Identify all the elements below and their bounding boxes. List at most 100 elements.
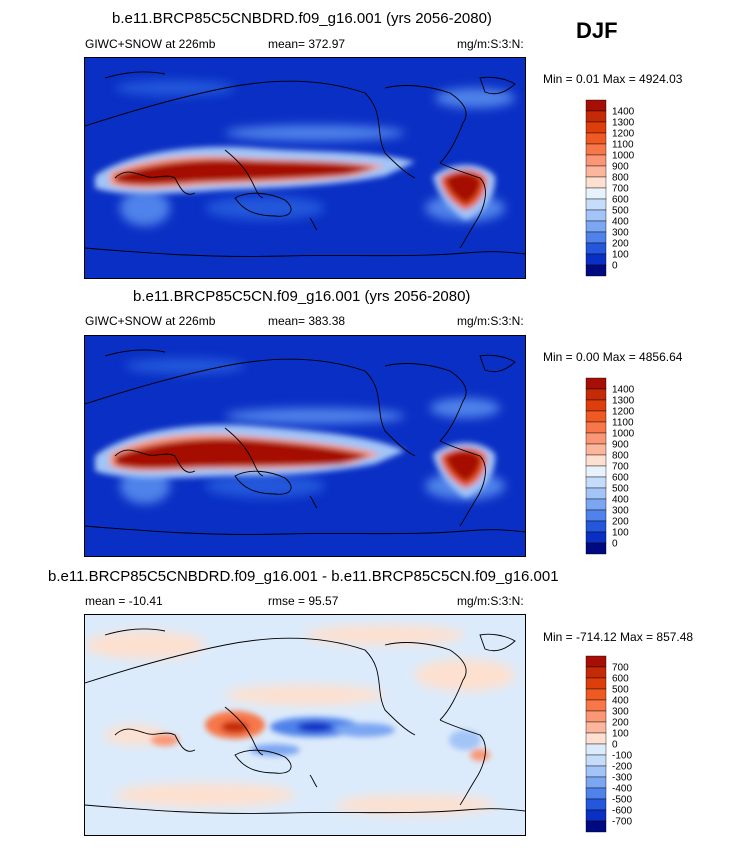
colorbar-tick-label: 500 xyxy=(612,206,629,217)
colorbar-swatch xyxy=(585,754,607,767)
colorbar-tick-label: 1400 xyxy=(612,385,635,396)
colorbar-swatch xyxy=(585,154,607,167)
panel-1-title: b.e11.BRCP85C5CNBDRD.f09_g16.001 (yrs 20… xyxy=(112,10,492,27)
colorbar-swatch xyxy=(585,454,607,467)
colorbar-tick-label: 800 xyxy=(612,173,629,184)
colorbar-tick-label: 100 xyxy=(612,729,629,740)
colorbar-tick-label: 1000 xyxy=(612,151,635,162)
colorbar-tick-label: -400 xyxy=(612,784,632,795)
colorbar-tick-label: 600 xyxy=(612,473,629,484)
colorbar-swatch xyxy=(585,498,607,511)
colorbar-tick-label: 1000 xyxy=(612,429,635,440)
colorbar-swatch xyxy=(585,809,607,822)
colorbar-swatch xyxy=(585,476,607,489)
colorbar-tick-label: 1400 xyxy=(612,107,635,118)
colorbar-tick-label: 600 xyxy=(612,674,629,685)
colorbar-tick-label: 700 xyxy=(612,184,629,195)
colorbar-tick-label: 1100 xyxy=(612,140,634,151)
colorbar-swatch xyxy=(585,710,607,723)
colorbar-swatch xyxy=(585,732,607,745)
panel-1-map xyxy=(84,57,526,279)
colorbar-tick-label: 0 xyxy=(612,539,618,550)
colorbar-tick-label: -200 xyxy=(612,762,632,773)
colorbar-tick-label: 300 xyxy=(612,506,629,517)
panel-3-units: mg/m:S:3:N: xyxy=(457,594,524,608)
colorbar-tick-label: 500 xyxy=(612,484,629,495)
colorbar-swatch xyxy=(585,666,607,679)
colorbar-tick-label: 400 xyxy=(612,495,629,506)
colorbar-swatch xyxy=(585,253,607,266)
colorbar-tick-label: 900 xyxy=(612,162,629,173)
colorbar-tick-label: 200 xyxy=(612,718,629,729)
colorbar-swatch xyxy=(585,787,607,800)
panel-1-units: mg/m:S:3:N: xyxy=(457,37,524,51)
colorbar-tick-label: 300 xyxy=(612,228,629,239)
colorbar-swatch xyxy=(585,209,607,222)
panel-3-minmax: Min = -714.12 Max = 857.48 xyxy=(543,630,694,644)
panel-3-mean: mean = -10.41 xyxy=(85,594,163,608)
colorbar-tick-label: 1100 xyxy=(612,418,634,429)
colorbar-swatch xyxy=(585,231,607,244)
colorbar-tick-label: 1300 xyxy=(612,396,635,407)
panel-2-map xyxy=(84,335,526,557)
colorbar-swatch xyxy=(585,688,607,701)
colorbar-swatch xyxy=(585,198,607,211)
colorbar-swatch xyxy=(585,264,607,277)
panel-2-title: b.e11.BRCP85C5CN.f09_g16.001 (yrs 2056-2… xyxy=(133,288,471,305)
colorbar-tick-label: -500 xyxy=(612,795,632,806)
colorbar-swatch xyxy=(585,798,607,811)
panel-2-variable: GIWC+SNOW at 226mb xyxy=(85,314,216,328)
colorbar-tick-label: 300 xyxy=(612,707,629,718)
colorbar-tick-label: 200 xyxy=(612,239,629,250)
colorbar-swatch xyxy=(585,410,607,423)
colorbar-tick-label: 1200 xyxy=(612,407,635,418)
colorbar-tick-label: 600 xyxy=(612,195,629,206)
colorbar-swatch xyxy=(585,432,607,445)
colorbar-swatch xyxy=(585,531,607,544)
colorbar-tick-label: -600 xyxy=(612,806,632,817)
colorbar-tick-label: 100 xyxy=(612,250,629,261)
colorbar-swatch xyxy=(585,465,607,478)
colorbar-swatch xyxy=(585,187,607,200)
colorbar-swatch xyxy=(585,509,607,522)
colorbar-swatch xyxy=(585,121,607,134)
colorbar-swatch xyxy=(585,242,607,255)
colorbar-swatch xyxy=(585,721,607,734)
colorbar-tick-label: -100 xyxy=(612,751,632,762)
colorbar-swatch xyxy=(585,765,607,778)
colorbar-tick-label: 700 xyxy=(612,663,629,674)
colorbar-tick-label: 0 xyxy=(612,261,618,272)
colorbar-tick-label: 1200 xyxy=(612,129,635,140)
panel-2-minmax: Min = 0.00 Max = 4856.64 xyxy=(543,350,683,364)
colorbar-swatch xyxy=(585,143,607,156)
panel-1-minmax: Min = 0.01 Max = 4924.03 xyxy=(543,72,683,86)
panel-2-colorbar: 1400 1300 1200 1100 1000 900 800 700 600 500 400 30… xyxy=(585,377,666,555)
colorbar-tick-label: -300 xyxy=(612,773,632,784)
colorbar-tick-label: 900 xyxy=(612,440,629,451)
colorbar-swatch xyxy=(585,655,607,668)
colorbar-swatch xyxy=(585,99,607,112)
colorbar-swatch xyxy=(585,220,607,233)
colorbar-swatch xyxy=(585,388,607,401)
panel-1-variable: GIWC+SNOW at 226mb xyxy=(85,37,216,51)
colorbar-swatch xyxy=(585,132,607,145)
colorbar-swatch xyxy=(585,776,607,789)
panel-3-colorbar: 700 600 500 400 300 200 100 0 -100 -200 -300 -400 -5… xyxy=(585,655,666,833)
panel-3-rmse: rmse = 95.57 xyxy=(268,594,339,608)
colorbar-swatch xyxy=(585,542,607,555)
colorbar-swatch xyxy=(585,110,607,123)
colorbar-tick-label: 100 xyxy=(612,528,629,539)
panel-2-mean: mean= 383.38 xyxy=(268,314,346,328)
colorbar-swatch xyxy=(585,377,607,390)
colorbar-tick-label: 700 xyxy=(612,462,629,473)
panel-1-colorbar: 1400 1300 1200 1100 1000 900 800 700 600 500 400 30… xyxy=(585,99,666,277)
season-label: DJF xyxy=(576,18,618,43)
colorbar-tick-label: 200 xyxy=(612,517,629,528)
colorbar-tick-label: -700 xyxy=(612,817,632,828)
colorbar-swatch xyxy=(585,487,607,500)
colorbar-swatch xyxy=(585,443,607,456)
panel-3-map xyxy=(84,614,526,836)
colorbar-swatch xyxy=(585,176,607,189)
panel-2-units: mg/m:S:3:N: xyxy=(457,314,524,328)
colorbar-swatch xyxy=(585,520,607,533)
